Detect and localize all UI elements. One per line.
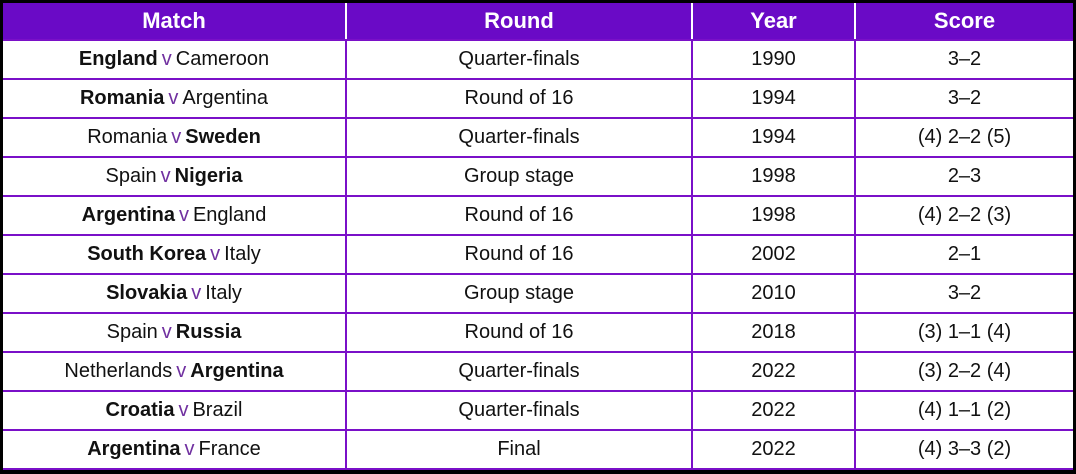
- round-cell: Final: [345, 429, 693, 470]
- table-row: Argentina v France Final 2022 (4) 3–3 (2): [3, 429, 1073, 470]
- versus-label: v: [171, 126, 182, 148]
- header-row: Match Round Year Score: [3, 3, 1073, 41]
- table-row: Romania v Argentina Round of 16 1994 3–2: [3, 78, 1073, 119]
- table-row: Croatia v Brazil Quarter-finals 2022 (4) 1…: [3, 390, 1073, 431]
- year-cell: 1998: [691, 156, 856, 197]
- match-cell: Spain v Nigeria: [3, 156, 347, 197]
- table-row: South Korea v Italy Round of 16 2002 2–1: [3, 234, 1073, 275]
- year-cell: 2018: [691, 312, 856, 353]
- team2: Russia: [175, 321, 242, 343]
- score-cell: (4) 2–2 (3): [854, 195, 1073, 236]
- round-cell: Round of 16: [345, 312, 693, 353]
- versus-label: v: [161, 321, 172, 343]
- match-cell: Romania v Sweden: [3, 117, 347, 158]
- team2: Brazil: [192, 399, 243, 421]
- round-cell: Round of 16: [345, 78, 693, 119]
- team1: Argentina: [81, 204, 175, 226]
- table-row: Slovakia v Italy Group stage 2010 3–2: [3, 273, 1073, 314]
- team2: Italy: [205, 282, 242, 304]
- team2: Argentina: [190, 360, 284, 382]
- team2: Italy: [224, 243, 261, 265]
- team2: Argentina: [182, 87, 269, 109]
- match-cell: Romania v Argentina: [3, 78, 347, 119]
- score-cell: 2–1: [854, 234, 1073, 275]
- team2: Cameroon: [175, 48, 270, 70]
- versus-label: v: [160, 165, 171, 187]
- team2: France: [198, 438, 261, 460]
- year-cell: 2022: [691, 429, 856, 470]
- match-cell: Netherlands v Argentina: [3, 351, 347, 392]
- team1: Slovakia: [106, 282, 188, 304]
- versus-label: v: [168, 87, 179, 109]
- versus-label: v: [210, 243, 221, 265]
- team2: England: [192, 204, 267, 226]
- score-cell: 3–2: [854, 78, 1073, 119]
- year-cell: 2022: [691, 390, 856, 431]
- score-cell: 3–2: [854, 273, 1073, 314]
- table-row: Romania v Sweden Quarter-finals 1994 (4) 2…: [3, 117, 1073, 158]
- match-cell: Croatia v Brazil: [3, 390, 347, 431]
- round-cell: Quarter-finals: [345, 390, 693, 431]
- column-header-score: Score: [854, 3, 1073, 41]
- match-cell: England v Cameroon: [3, 39, 347, 80]
- team1: Romania: [79, 87, 165, 109]
- year-cell: 1998: [691, 195, 856, 236]
- match-cell: Argentina v England: [3, 195, 347, 236]
- team1: Spain: [105, 165, 157, 187]
- round-cell: Group stage: [345, 156, 693, 197]
- team1: Romania: [87, 126, 168, 148]
- round-cell: Quarter-finals: [345, 351, 693, 392]
- table-row: Spain v Russia Round of 16 2018 (3) 1–1 (4…: [3, 312, 1073, 353]
- score-cell: 2–3: [854, 156, 1073, 197]
- table-header: Match Round Year Score: [3, 3, 1073, 41]
- team1: Argentina: [87, 438, 181, 460]
- table-row: Spain v Nigeria Group stage 1998 2–3: [3, 156, 1073, 197]
- match-cell: Spain v Russia: [3, 312, 347, 353]
- year-cell: 1994: [691, 117, 856, 158]
- year-cell: 2022: [691, 351, 856, 392]
- round-cell: Quarter-finals: [345, 39, 693, 80]
- versus-label: v: [191, 282, 202, 304]
- round-cell: Quarter-finals: [345, 117, 693, 158]
- team1: Netherlands: [64, 360, 173, 382]
- round-cell: Group stage: [345, 273, 693, 314]
- team2: Nigeria: [174, 165, 243, 187]
- year-cell: 1990: [691, 39, 856, 80]
- versus-label: v: [178, 204, 189, 226]
- score-cell: (4) 1–1 (2): [854, 390, 1073, 431]
- match-cell: Argentina v France: [3, 429, 347, 470]
- table-row: England v Cameroon Quarter-finals 1990 3–2: [3, 39, 1073, 80]
- column-header-round: Round: [345, 3, 692, 41]
- versus-label: v: [161, 48, 172, 70]
- versus-label: v: [184, 438, 195, 460]
- round-cell: Round of 16: [345, 234, 693, 275]
- table-row: Argentina v England Round of 16 1998 (4) 2…: [3, 195, 1073, 236]
- match-cell: South Korea v Italy: [3, 234, 347, 275]
- year-cell: 2010: [691, 273, 856, 314]
- table-body: England v Cameroon Quarter-finals 1990 3–2…: [3, 39, 1073, 470]
- table-row: Netherlands v Argentina Quarter-finals 202…: [3, 351, 1073, 392]
- score-cell: 3–2: [854, 39, 1073, 80]
- score-cell: (3) 1–1 (4): [854, 312, 1073, 353]
- column-header-year: Year: [691, 3, 855, 41]
- team2: Sweden: [185, 126, 261, 148]
- team1: Spain: [106, 321, 158, 343]
- score-cell: (4) 3–3 (2): [854, 429, 1073, 470]
- match-cell: Slovakia v Italy: [3, 273, 347, 314]
- team1: England: [78, 48, 158, 70]
- year-cell: 2002: [691, 234, 856, 275]
- results-table: Match Round Year Score England v Cameroon …: [3, 3, 1073, 470]
- column-header-match: Match: [3, 3, 346, 41]
- year-cell: 1994: [691, 78, 856, 119]
- round-cell: Round of 16: [345, 195, 693, 236]
- score-cell: (4) 2–2 (5): [854, 117, 1073, 158]
- team1: Croatia: [105, 399, 175, 421]
- versus-label: v: [178, 399, 189, 421]
- score-cell: (3) 2–2 (4): [854, 351, 1073, 392]
- versus-label: v: [176, 360, 187, 382]
- team1: South Korea: [87, 243, 207, 265]
